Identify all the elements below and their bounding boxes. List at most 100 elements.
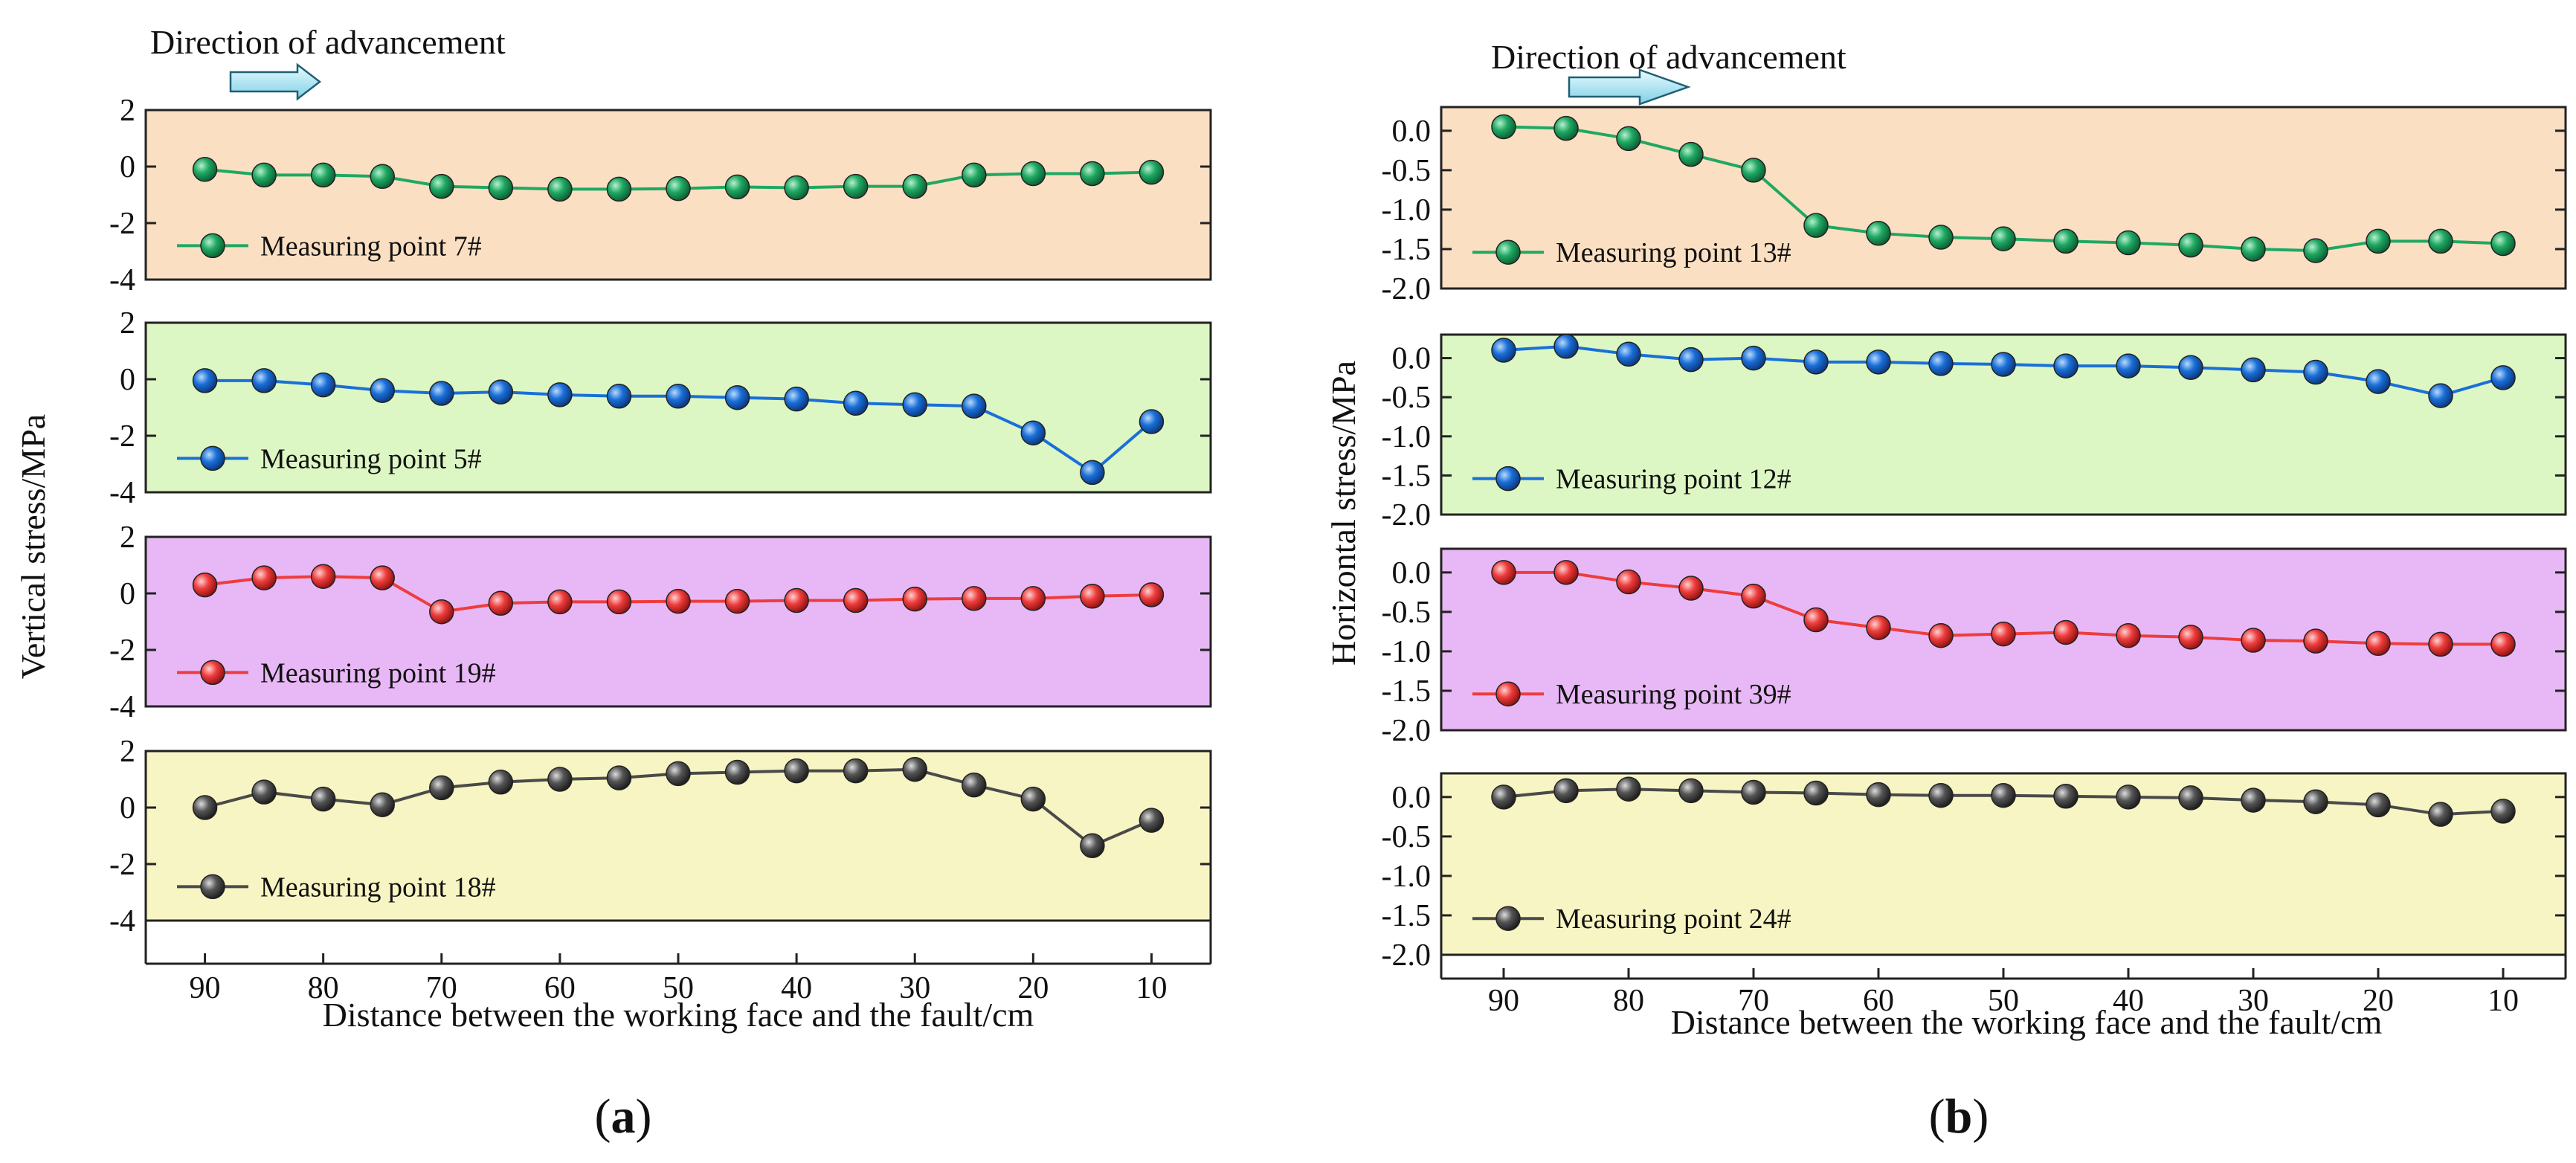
data-point bbox=[429, 775, 454, 801]
data-point bbox=[666, 384, 691, 409]
x-axis-b: 90 80 70 60 50 40 30 20 10 bbox=[1440, 955, 2567, 1018]
data-point bbox=[310, 162, 336, 188]
data-point bbox=[1741, 779, 1766, 805]
x-tick-label: 10 bbox=[1136, 971, 1167, 1005]
data-point bbox=[962, 772, 987, 798]
legend-label: Measuring point 18# bbox=[260, 872, 496, 903]
y-tick-label: 0.0 bbox=[1392, 115, 1432, 149]
direction-arrow-icon-a bbox=[229, 62, 322, 101]
data-point bbox=[1928, 351, 1954, 376]
data-point bbox=[310, 564, 336, 589]
data-point bbox=[2116, 785, 2141, 810]
panel-measuring-point-12: 0.0 -0.5 -1.0 -1.5 -2.0 Measuring point 12# bbox=[1382, 333, 2567, 532]
y-tick-label: -1.0 bbox=[1382, 420, 1432, 454]
data-point bbox=[843, 173, 869, 199]
data-point bbox=[1741, 583, 1766, 609]
caption-a: (a) bbox=[595, 1089, 652, 1144]
data-point bbox=[1991, 782, 2016, 808]
data-point bbox=[547, 589, 573, 615]
y-tick-label: -2.0 bbox=[1382, 272, 1432, 306]
data-point bbox=[1020, 161, 1046, 187]
data-point bbox=[2428, 631, 2453, 657]
legend-label: Measuring point 7# bbox=[260, 231, 482, 262]
x-tick-label: 80 bbox=[308, 971, 339, 1005]
data-point bbox=[251, 368, 277, 393]
data-point bbox=[488, 175, 514, 201]
chart-b: Direction of advancement 0.0 -0.5 -1.0 -1.5… bbox=[1324, 38, 2567, 1041]
data-point bbox=[1803, 607, 1829, 633]
data-point bbox=[962, 586, 987, 611]
x-tick-label: 50 bbox=[1988, 984, 2019, 1018]
legend-label: Measuring point 12# bbox=[1556, 464, 1791, 495]
y-tick-label: -2.0 bbox=[1382, 938, 1432, 973]
data-point bbox=[192, 368, 218, 393]
data-point bbox=[488, 379, 514, 405]
y-tick-label: 0 bbox=[120, 363, 135, 397]
data-point bbox=[1866, 349, 1891, 375]
data-point bbox=[1741, 158, 1766, 183]
data-point bbox=[370, 792, 395, 817]
data-point bbox=[606, 176, 632, 202]
data-point bbox=[2490, 365, 2516, 390]
data-point bbox=[2303, 628, 2328, 654]
y-tick-label: -2 bbox=[109, 419, 135, 454]
data-point bbox=[1678, 778, 1704, 804]
y-tick-label: 0.0 bbox=[1392, 342, 1432, 376]
data-point bbox=[1080, 833, 1105, 859]
data-point bbox=[1928, 225, 1954, 250]
data-point bbox=[962, 162, 987, 188]
data-point bbox=[2490, 631, 2516, 657]
data-point bbox=[1616, 569, 1641, 595]
legend-label: Measuring point 5# bbox=[260, 443, 482, 474]
panel-measuring-point-18: 2 0 -2 -4 Measuring point 18# bbox=[109, 735, 1212, 938]
panel-measuring-point-5: 2 0 -2 -4 Measuring point 5# bbox=[109, 306, 1212, 510]
data-point bbox=[2428, 383, 2453, 408]
data-point bbox=[843, 587, 869, 613]
data-point bbox=[1991, 621, 2016, 647]
x-tick-label: 40 bbox=[2113, 984, 2144, 1018]
data-point bbox=[1678, 347, 1704, 373]
data-point bbox=[2116, 230, 2141, 256]
x-axis-a: 90 80 70 60 50 40 30 20 10 bbox=[144, 921, 1212, 1005]
direction-label-a: Direction of advancement bbox=[150, 23, 506, 61]
y-tick-label: -4 bbox=[109, 476, 135, 510]
data-point bbox=[902, 586, 927, 612]
legend-marker bbox=[200, 233, 225, 259]
data-point bbox=[2490, 231, 2516, 257]
data-point bbox=[1678, 141, 1704, 167]
y-tick-label: 2 bbox=[120, 306, 135, 341]
caption-b: (b) bbox=[1929, 1089, 1989, 1144]
data-point bbox=[429, 599, 454, 625]
data-point bbox=[2428, 228, 2453, 254]
data-point bbox=[1616, 776, 1641, 802]
x-tick-label: 50 bbox=[663, 971, 694, 1005]
data-point bbox=[2428, 802, 2453, 827]
y-tick-label: 2 bbox=[120, 521, 135, 555]
data-point bbox=[1678, 576, 1704, 601]
x-tick-label: 40 bbox=[781, 971, 812, 1005]
legend-label: Measuring point 39# bbox=[1556, 679, 1791, 710]
legend-marker bbox=[1495, 906, 1521, 931]
data-point bbox=[2178, 355, 2203, 380]
panel-measuring-point-7: 2 0 -2 -4 Measuring point 7# bbox=[109, 94, 1212, 297]
data-point bbox=[606, 384, 632, 409]
data-point bbox=[2178, 232, 2203, 258]
data-point bbox=[2116, 353, 2141, 378]
data-point bbox=[1139, 808, 1165, 833]
legend-marker bbox=[200, 445, 225, 471]
y-tick-label: 0.0 bbox=[1392, 781, 1432, 815]
y-tick-label: -0.5 bbox=[1382, 820, 1432, 854]
x-tick-label: 70 bbox=[1738, 984, 1769, 1018]
legend-label: Measuring point 24# bbox=[1556, 903, 1791, 935]
y-tick-label: 0.0 bbox=[1392, 556, 1432, 590]
data-point bbox=[192, 157, 218, 182]
data-point bbox=[310, 786, 336, 812]
x-tick-label: 70 bbox=[426, 971, 457, 1005]
data-point bbox=[370, 164, 395, 190]
x-tick-label: 30 bbox=[2238, 984, 2269, 1018]
data-point bbox=[2241, 787, 2266, 813]
x-tick-label: 80 bbox=[1613, 984, 1644, 1018]
data-point bbox=[1553, 560, 1579, 585]
data-point bbox=[902, 756, 927, 782]
data-point bbox=[724, 759, 750, 785]
